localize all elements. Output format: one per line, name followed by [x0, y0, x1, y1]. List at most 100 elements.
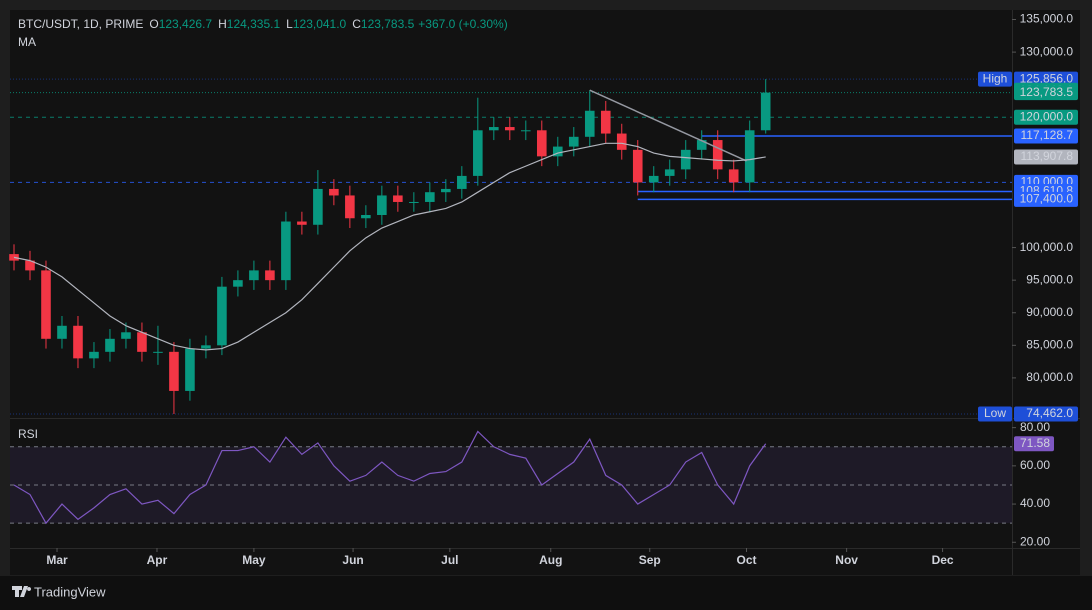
rsi-label: RSI [18, 427, 38, 441]
candle-body [137, 332, 147, 352]
indicator-label: MA [18, 35, 36, 49]
candle-body [393, 195, 403, 202]
ohlc-value: 123,783.5 [361, 17, 415, 31]
candle-body [568, 136, 579, 147]
candle-body [377, 195, 387, 215]
x-tick-label: Sep [639, 553, 661, 567]
x-tick-label: May [242, 553, 266, 567]
x-tick-label: Nov [835, 553, 858, 567]
candle-body [281, 221, 291, 281]
candle-body [552, 146, 563, 157]
candle-body [600, 110, 611, 134]
rsi-tick-label: 80.00 [1020, 420, 1050, 434]
x-tick-label: Apr [147, 553, 168, 567]
x-tick-label: Mar [46, 553, 68, 567]
candle-body [648, 175, 659, 183]
candle-body [153, 351, 163, 353]
candle-body [233, 280, 243, 287]
y-tick-label: 130,000.0 [1020, 44, 1074, 58]
ohlc-value: 123,426.7 [159, 17, 213, 31]
change: +367.0 (+0.30%) [418, 17, 507, 31]
price-label-box [1014, 191, 1078, 207]
candle-body [41, 270, 51, 339]
candle-body [361, 215, 371, 219]
brand[interactable]: TradingView [34, 584, 106, 599]
candle-body [105, 338, 115, 352]
price-label: 125,856.0 [1020, 71, 1074, 85]
price-label: 74,462.0 [1026, 406, 1073, 420]
ohlc-value: 123,041.0 [293, 17, 347, 31]
candle-body [760, 92, 771, 131]
price-label: 117,128.7 [1021, 128, 1074, 142]
price-label-box [1014, 128, 1078, 144]
candle-body [473, 130, 483, 176]
ohlc-key: L [286, 17, 293, 31]
candle-body [73, 325, 83, 359]
x-tick-label: Dec [932, 553, 954, 567]
rsi-tick-label: 40.00 [1020, 496, 1050, 510]
candle-body [712, 140, 723, 170]
price-label: 120,000.0 [1020, 109, 1074, 123]
candle-body [505, 127, 515, 131]
candle-body [265, 270, 275, 281]
price-label-box [1014, 109, 1078, 125]
x-tick-label: Aug [539, 553, 562, 567]
candle-body [217, 286, 227, 346]
x-tick-label: Jul [441, 553, 458, 567]
candle-body [249, 270, 259, 281]
ma-line [13, 142, 766, 351]
candle-body [313, 188, 323, 225]
x-tick-label: Oct [736, 553, 756, 567]
candle-body [345, 195, 355, 219]
candle-body [169, 351, 179, 391]
candle-body [489, 127, 499, 131]
candle-body [201, 345, 211, 349]
price-label-box [1014, 406, 1078, 422]
price-tag-box [978, 406, 1012, 422]
candle-body [457, 175, 467, 189]
candle-body [584, 110, 595, 137]
candle-body [728, 169, 739, 183]
candle-body [536, 130, 547, 157]
price-label: 107,400.0 [1020, 192, 1074, 206]
ohlc-value: 124,335.1 [227, 17, 281, 31]
rsi-line [13, 430, 767, 525]
rsi-tick-label: 60.00 [1020, 458, 1050, 472]
candle-body [441, 188, 451, 193]
y-tick-label: 95,000.0 [1026, 272, 1073, 286]
candle-body [664, 169, 675, 176]
y-tick-label: 100,000.0 [1020, 240, 1074, 254]
candle-body [185, 348, 195, 391]
chart-background [10, 10, 1080, 575]
candle-body [329, 188, 339, 196]
price-tag: High [983, 71, 1008, 85]
footer-bar [0, 576, 1092, 610]
price-label: 123,783.5 [1020, 85, 1074, 99]
y-tick-label: 90,000.0 [1026, 305, 1073, 319]
price-tag: Low [984, 406, 1006, 420]
candle-body [696, 140, 707, 150]
candle-body [680, 149, 691, 170]
candle-body [25, 260, 35, 271]
rsi-last-label: 71.58 [1020, 436, 1050, 450]
candle-body [632, 149, 643, 183]
y-tick-label: 135,000.0 [1020, 12, 1074, 26]
price-label-box [1014, 149, 1078, 165]
candle-body [520, 130, 531, 132]
candle-body [57, 325, 67, 339]
candle-body [297, 221, 307, 225]
header: BTC/USDT, 1D, PRIME O123,426.7 H124,335.1 L… [18, 17, 508, 31]
ohlc-key: C [352, 17, 361, 31]
ohlc-key: O [149, 17, 158, 31]
price-label-box [1014, 85, 1078, 101]
candle-body [744, 130, 755, 183]
symbol: BTC/USDT, 1D, PRIME [18, 17, 143, 31]
trend-line [589, 89, 747, 162]
candle-body [89, 351, 99, 359]
rsi-tick-label: 20.00 [1020, 534, 1050, 548]
candle-body [121, 332, 131, 339]
candle-body [425, 192, 435, 202]
plot: 80,000.0 85,000.0 90,000.0 95,000.0 100,000.… [9, 10, 1080, 575]
ohlc-key: H [218, 17, 227, 31]
